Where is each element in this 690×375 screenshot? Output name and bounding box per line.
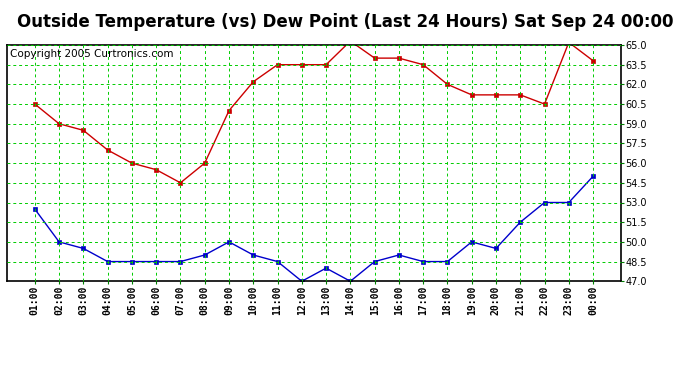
Text: Outside Temperature (vs) Dew Point (Last 24 Hours) Sat Sep 24 00:00: Outside Temperature (vs) Dew Point (Last… [17, 13, 673, 31]
Text: Copyright 2005 Curtronics.com: Copyright 2005 Curtronics.com [10, 48, 173, 58]
